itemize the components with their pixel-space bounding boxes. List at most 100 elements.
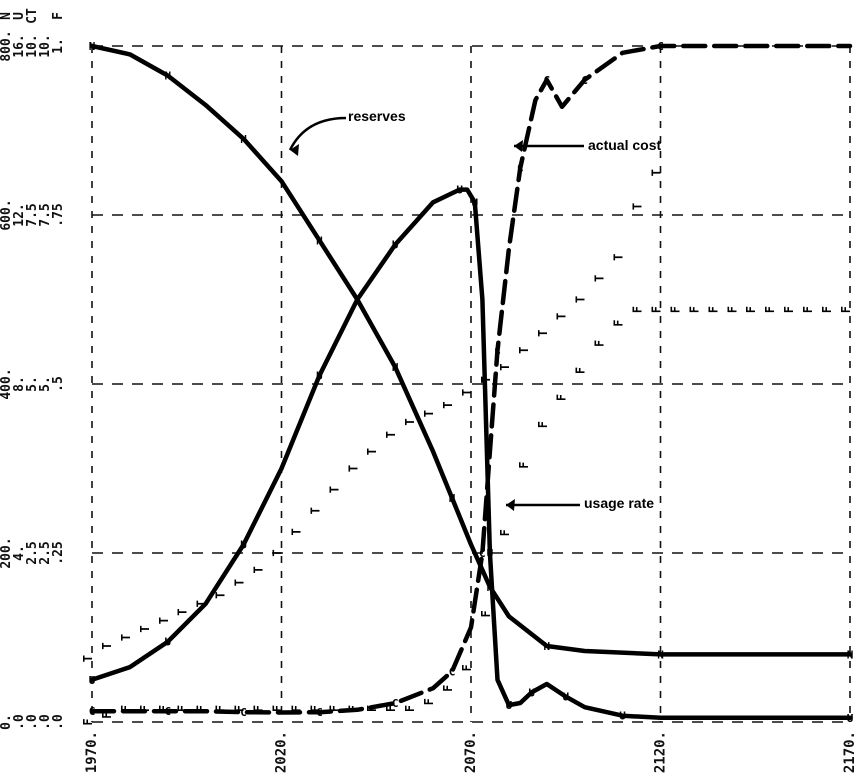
series-marker-C: C bbox=[494, 344, 501, 357]
series-marker-C: C bbox=[543, 74, 550, 87]
y-tick-label: 200. bbox=[0, 537, 14, 568]
series-point-F: F bbox=[801, 306, 815, 313]
y-tick-label: 5. bbox=[25, 376, 40, 392]
series-point-T: T bbox=[308, 507, 322, 514]
y-tick-label: 12. bbox=[12, 203, 27, 226]
series-point-F: F bbox=[460, 664, 474, 671]
y-tick-label: .5 bbox=[51, 376, 66, 392]
series-point-F: F bbox=[289, 705, 303, 712]
arrowhead-icon bbox=[290, 144, 299, 156]
series-point-T: T bbox=[346, 465, 360, 472]
series-marker-N: N bbox=[449, 492, 456, 505]
series-point-T: T bbox=[517, 347, 531, 354]
y-tick-label: 8. bbox=[12, 376, 27, 392]
y-tick-label: 16. bbox=[12, 34, 27, 57]
series-marker-C: C bbox=[581, 74, 588, 87]
series-point-F: F bbox=[365, 705, 379, 712]
series-marker-C: C bbox=[89, 705, 96, 718]
series-point-T: T bbox=[384, 431, 398, 438]
series-point-T: T bbox=[631, 203, 645, 210]
series-marker-N: N bbox=[392, 361, 399, 374]
series-point-F: F bbox=[782, 306, 796, 313]
y-tick-label: .75 bbox=[51, 203, 66, 226]
series-point-F: F bbox=[631, 306, 645, 313]
series-point-F: F bbox=[517, 462, 531, 469]
series-point-F: F bbox=[479, 610, 493, 617]
series-marker-N: N bbox=[164, 70, 171, 83]
series-line-N bbox=[89, 43, 853, 657]
series-marker-U: U bbox=[471, 196, 478, 209]
series-marker-C: C bbox=[479, 547, 486, 560]
arrowhead-icon bbox=[514, 140, 523, 152]
annotation-layer: reserves actual cost usage rate bbox=[288, 108, 661, 511]
series-marker-N: N bbox=[543, 640, 550, 653]
series-point-T: T bbox=[460, 389, 474, 396]
y-tick-label: .0 bbox=[25, 714, 40, 730]
series-point-F: F bbox=[820, 306, 834, 313]
y-tick-label: .0 bbox=[51, 714, 66, 730]
y-tick-label: 800. bbox=[0, 30, 14, 61]
series-point-F: F bbox=[706, 306, 720, 313]
y-tick-label: .0 bbox=[38, 714, 53, 730]
series-point-T: T bbox=[119, 634, 133, 641]
series-point-F: F bbox=[403, 705, 417, 712]
series-marker-N: N bbox=[316, 234, 323, 247]
series-point-T: T bbox=[214, 592, 228, 599]
series-point-F: F bbox=[574, 367, 588, 374]
x-tick-label: 1970. bbox=[84, 731, 100, 773]
series-point-T: T bbox=[138, 625, 152, 632]
y-tick-label: 5. bbox=[38, 376, 53, 392]
y-tick-label: 0. bbox=[0, 714, 14, 730]
series-point-F: F bbox=[612, 320, 626, 327]
series-point-T: T bbox=[479, 376, 493, 383]
series-point-T: T bbox=[252, 566, 266, 573]
series-marker-C: C bbox=[517, 162, 524, 175]
series-point-T: T bbox=[422, 410, 436, 417]
annotation-label: usage rate bbox=[584, 495, 654, 511]
series-marker-U: U bbox=[456, 184, 463, 197]
series-marker-C: C bbox=[449, 665, 456, 678]
y-tick-label: 2.5 bbox=[25, 541, 40, 564]
y-tick-label: 400. bbox=[0, 368, 14, 399]
series-point-F: F bbox=[555, 394, 569, 401]
series-point-F: F bbox=[157, 705, 171, 712]
series-marker-N: N bbox=[847, 648, 854, 661]
y-tick-label: 10. bbox=[25, 34, 40, 57]
y-tick-label: .25 bbox=[51, 541, 66, 564]
x-axis-tick-labels: 1970. 2020. 2070. 2120. 2170. bbox=[84, 731, 858, 773]
series-marker-U: U bbox=[240, 539, 247, 552]
y-axis-tick-labels: 0. 200. 400. 600. 800. .0 4. 8. 12. 16. .0 2.5 5. 7.5… bbox=[0, 8, 66, 730]
series-point-T: T bbox=[555, 313, 569, 320]
series-point-F: F bbox=[498, 529, 512, 536]
x-tick-label: 2120. bbox=[653, 731, 669, 773]
series-point-F: F bbox=[308, 705, 322, 712]
series-marker-U: U bbox=[619, 710, 626, 723]
series-point-F: F bbox=[650, 306, 664, 313]
series-point-F: F bbox=[384, 705, 398, 712]
series-point-T: T bbox=[650, 169, 664, 176]
series-point-T: T bbox=[365, 448, 379, 455]
y-tick-label: 4. bbox=[12, 545, 27, 561]
series-marker-U: U bbox=[487, 547, 494, 560]
series-point-F: F bbox=[271, 705, 285, 712]
series-point-F: F bbox=[668, 306, 682, 313]
x-tick-label: 2170. bbox=[842, 731, 858, 773]
series-line-U bbox=[89, 187, 853, 721]
series-point-T: T bbox=[195, 600, 209, 607]
series-marker-U: U bbox=[847, 712, 854, 725]
series-marker-N: N bbox=[240, 133, 247, 146]
series-point-T: T bbox=[233, 579, 247, 586]
y-tick-label: 10. bbox=[38, 34, 53, 57]
series-marker-N: N bbox=[89, 40, 96, 53]
series-point-T: T bbox=[441, 402, 455, 409]
series-point-F: F bbox=[176, 705, 190, 712]
series-point-F: F bbox=[763, 306, 777, 313]
series-marker-C: C bbox=[657, 40, 664, 53]
series-marker-C: C bbox=[392, 697, 399, 710]
series-marker-U: U bbox=[562, 691, 569, 704]
series-point-F: F bbox=[744, 306, 758, 313]
y-tick-label: 2.5 bbox=[38, 541, 53, 564]
series-point-F: F bbox=[138, 705, 152, 712]
series-point-F: F bbox=[81, 718, 95, 725]
